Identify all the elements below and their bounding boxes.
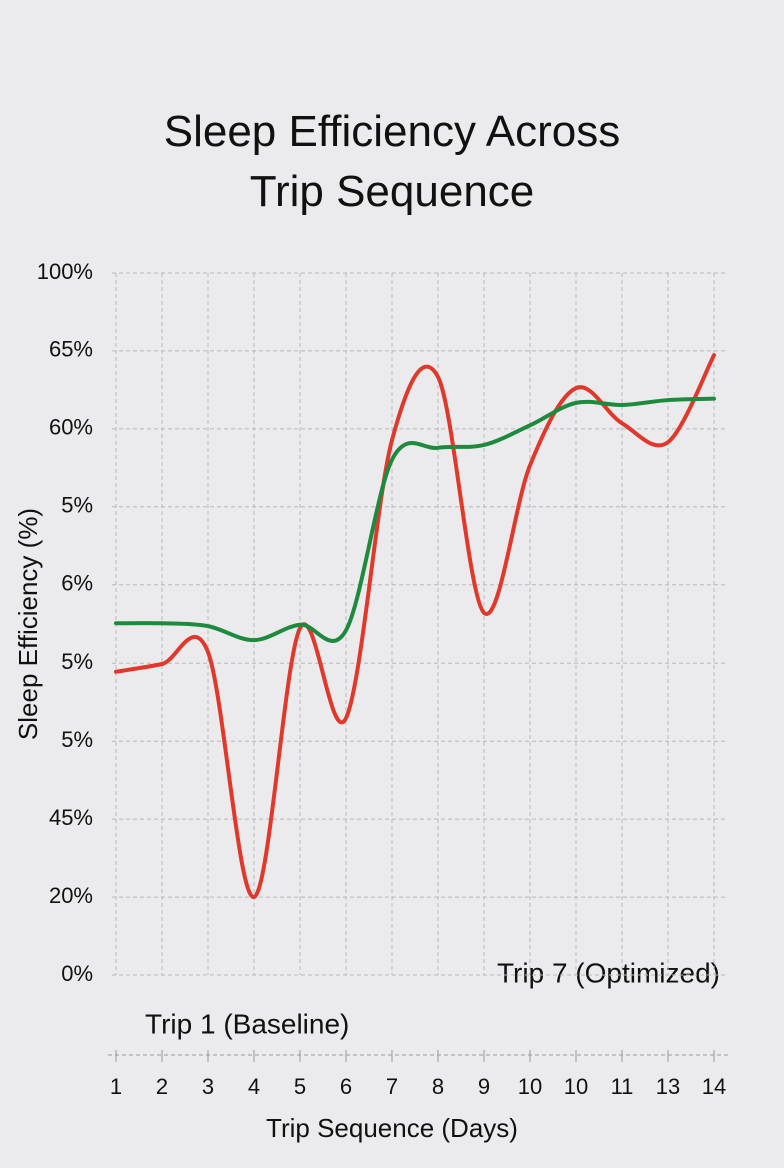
annotation: Trip 7 (Optimized) bbox=[497, 957, 720, 988]
y-tick-label: 5% bbox=[61, 649, 93, 674]
x-tick-label: 2 bbox=[156, 1074, 168, 1099]
y-tick-label: 65% bbox=[49, 337, 93, 362]
x-tick-label: 7 bbox=[386, 1074, 398, 1099]
y-tick-label: 20% bbox=[49, 883, 93, 908]
y-tick-label: 60% bbox=[49, 415, 93, 440]
y-axis-label: Sleep Efficiency (%) bbox=[13, 508, 43, 740]
x-axis-label: Trip Sequence (Days) bbox=[266, 1113, 518, 1143]
x-tick-label: 9 bbox=[478, 1074, 490, 1099]
chart-title: Sleep Efficiency Across Trip Sequence bbox=[164, 107, 621, 216]
x-tick-label: 3 bbox=[202, 1074, 214, 1099]
x-tick-label: 10 bbox=[518, 1074, 542, 1099]
y-tick-label: 0% bbox=[61, 961, 93, 986]
x-tick-label: 6 bbox=[340, 1074, 352, 1099]
x-tick-label: 13 bbox=[656, 1074, 680, 1099]
y-tick-label: 5% bbox=[61, 727, 93, 752]
y-tick-label: 6% bbox=[61, 571, 93, 596]
x-tick-label: 14 bbox=[702, 1074, 726, 1099]
x-tick-label: 11 bbox=[611, 1074, 634, 1099]
x-tick-label: 5 bbox=[294, 1074, 306, 1099]
x-tick-label: 8 bbox=[432, 1074, 444, 1099]
series-line bbox=[114, 396, 716, 643]
x-tick-label: 10 bbox=[564, 1074, 588, 1099]
y-tick-label: 45% bbox=[49, 805, 93, 830]
annotation: Trip 1 (Baseline) bbox=[145, 1008, 349, 1039]
series-line bbox=[114, 353, 716, 900]
y-tick-label: 5% bbox=[61, 493, 93, 518]
x-tick-label: 4 bbox=[248, 1074, 260, 1099]
y-tick-label: 100% bbox=[37, 259, 93, 284]
x-tick-label: 1 bbox=[110, 1074, 122, 1099]
